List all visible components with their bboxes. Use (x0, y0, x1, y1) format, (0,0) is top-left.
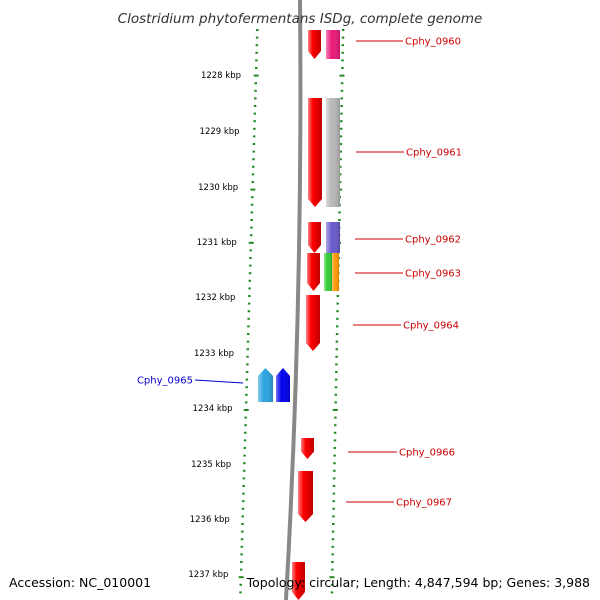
genome-backbone (284, 0, 303, 600)
gene-cphy_0962[interactable] (308, 222, 340, 253)
gene-arrow-plus (307, 253, 320, 291)
cog-box-shade (326, 222, 340, 253)
scale-tick-label: 1229 kbp (200, 127, 240, 137)
gene-arrow-plus (308, 30, 321, 59)
gene-arrow-shade (258, 368, 273, 402)
gene-arrow-plus (292, 562, 305, 600)
accession-text: Accession: NC_010001 (9, 575, 151, 590)
gene-arrow-shade (276, 368, 290, 402)
gene-partial[interactable] (292, 562, 305, 600)
ruler-left (238, 29, 259, 594)
gene-cphy_0967[interactable] (298, 471, 313, 522)
scale-labels: 1228 kbp 1229 kbp 1230 kbp 1231 kbp 1232 kbp… (188, 71, 241, 580)
scale-tick-label: 1236 kbp (190, 515, 230, 525)
label-leader-line (194, 379, 244, 384)
gene-label-cphy_0967[interactable]: Cphy_0967 (396, 498, 452, 509)
gene-label-cphy_0965[interactable]: Cphy_0965 (137, 376, 193, 387)
gene-cphy_0961[interactable] (308, 98, 340, 207)
gene-cphy_0960[interactable] (308, 30, 340, 59)
cog-box-shade (326, 98, 340, 207)
gene-label-cphy_0962[interactable]: Cphy_0962 (405, 235, 461, 246)
genome-summary-text: Topology: circular; Length: 4,847,594 bp… (246, 575, 590, 590)
cog-box-shade (326, 30, 340, 59)
gene-cphy_0965[interactable] (258, 368, 290, 402)
gene-arrow-plus (308, 222, 321, 253)
gene-labels-layer: Cphy_0960 Cphy_0961 Cphy_0962 Cphy_0963 Cphy… (137, 37, 462, 509)
scale-tick-label: 1234 kbp (193, 404, 233, 414)
scale-tick-label: 1237 kbp (188, 570, 228, 580)
scale-tick-label: 1233 kbp (194, 349, 234, 359)
scale-tick-label: 1232 kbp (195, 293, 235, 303)
gene-arrow-plus (306, 295, 320, 351)
scale-tick-label: 1230 kbp (198, 183, 238, 193)
gene-label-cphy_0966[interactable]: Cphy_0966 (399, 448, 455, 459)
gene-label-cphy_0964[interactable]: Cphy_0964 (403, 321, 459, 332)
gene-cphy_0963[interactable] (307, 253, 339, 291)
cog-box-shade (332, 253, 339, 291)
gene-arrow-plus (298, 471, 313, 522)
gene-label-cphy_0961[interactable]: Cphy_0961 (406, 148, 462, 159)
scale-tick-label: 1235 kbp (191, 460, 231, 470)
gene-arrow-plus (308, 98, 322, 207)
gene-label-cphy_0960[interactable]: Cphy_0960 (405, 37, 461, 48)
scale-tick-label: 1231 kbp (197, 238, 237, 248)
gene-cphy_0964[interactable] (306, 295, 320, 351)
gene-arrow-plus (301, 438, 314, 459)
gene-label-cphy_0963[interactable]: Cphy_0963 (405, 269, 461, 280)
cog-box-shade (324, 253, 332, 291)
genes-layer (258, 30, 340, 600)
gene-cphy_0966[interactable] (301, 438, 314, 459)
map-title: Clostridium phytofermentans ISDg, comple… (118, 11, 483, 27)
scale-tick-label: 1228 kbp (201, 71, 241, 81)
